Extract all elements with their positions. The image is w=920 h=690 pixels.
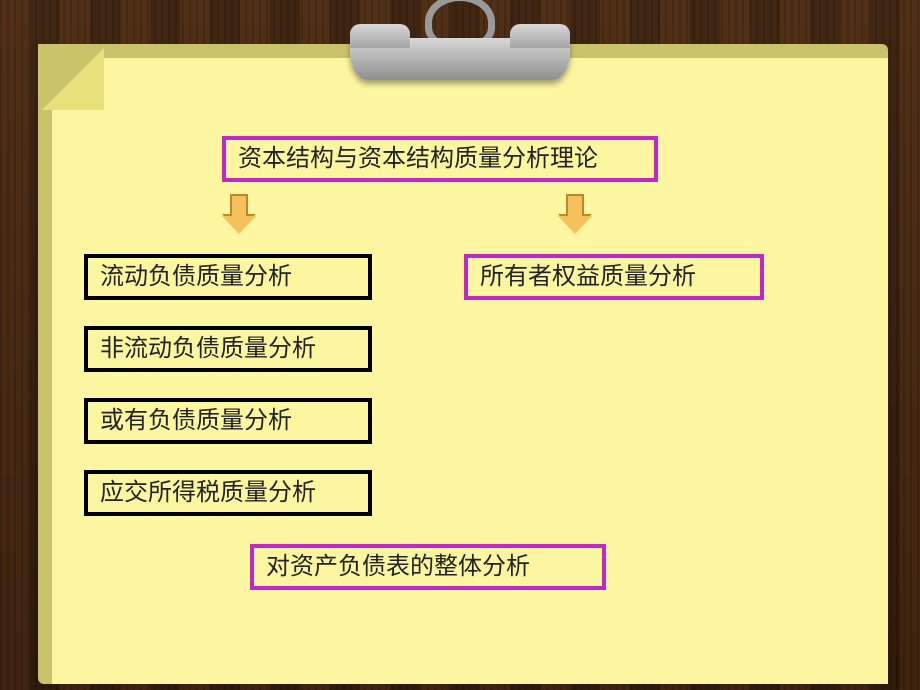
box-left-4: 应交所得税质量分析 bbox=[84, 470, 372, 516]
box-title: 资本结构与资本结构质量分析理论 bbox=[222, 136, 658, 182]
box-left-4-text: 应交所得税质量分析 bbox=[100, 479, 316, 508]
arrow-left bbox=[222, 194, 256, 234]
box-bottom: 对资产负债表的整体分析 bbox=[250, 544, 606, 590]
box-bottom-text: 对资产负债表的整体分析 bbox=[266, 553, 530, 582]
box-left-3-text: 或有负债质量分析 bbox=[100, 407, 292, 436]
box-left-1-text: 流动负债质量分析 bbox=[100, 263, 292, 292]
box-title-text: 资本结构与资本结构质量分析理论 bbox=[238, 145, 598, 174]
clipboard-clip bbox=[350, 0, 570, 90]
box-left-2: 非流动负债质量分析 bbox=[84, 326, 372, 372]
box-left-2-text: 非流动负债质量分析 bbox=[100, 335, 316, 364]
box-right-1-text: 所有者权益质量分析 bbox=[480, 263, 696, 292]
diagram-content: 资本结构与资本结构质量分析理论 流动负债质量分析 所有者权益质量分析 非流动负债… bbox=[52, 58, 888, 684]
box-left-1: 流动负债质量分析 bbox=[84, 254, 372, 300]
arrow-right bbox=[558, 194, 592, 234]
box-left-3: 或有负债质量分析 bbox=[84, 398, 372, 444]
box-right-1: 所有者权益质量分析 bbox=[464, 254, 764, 300]
